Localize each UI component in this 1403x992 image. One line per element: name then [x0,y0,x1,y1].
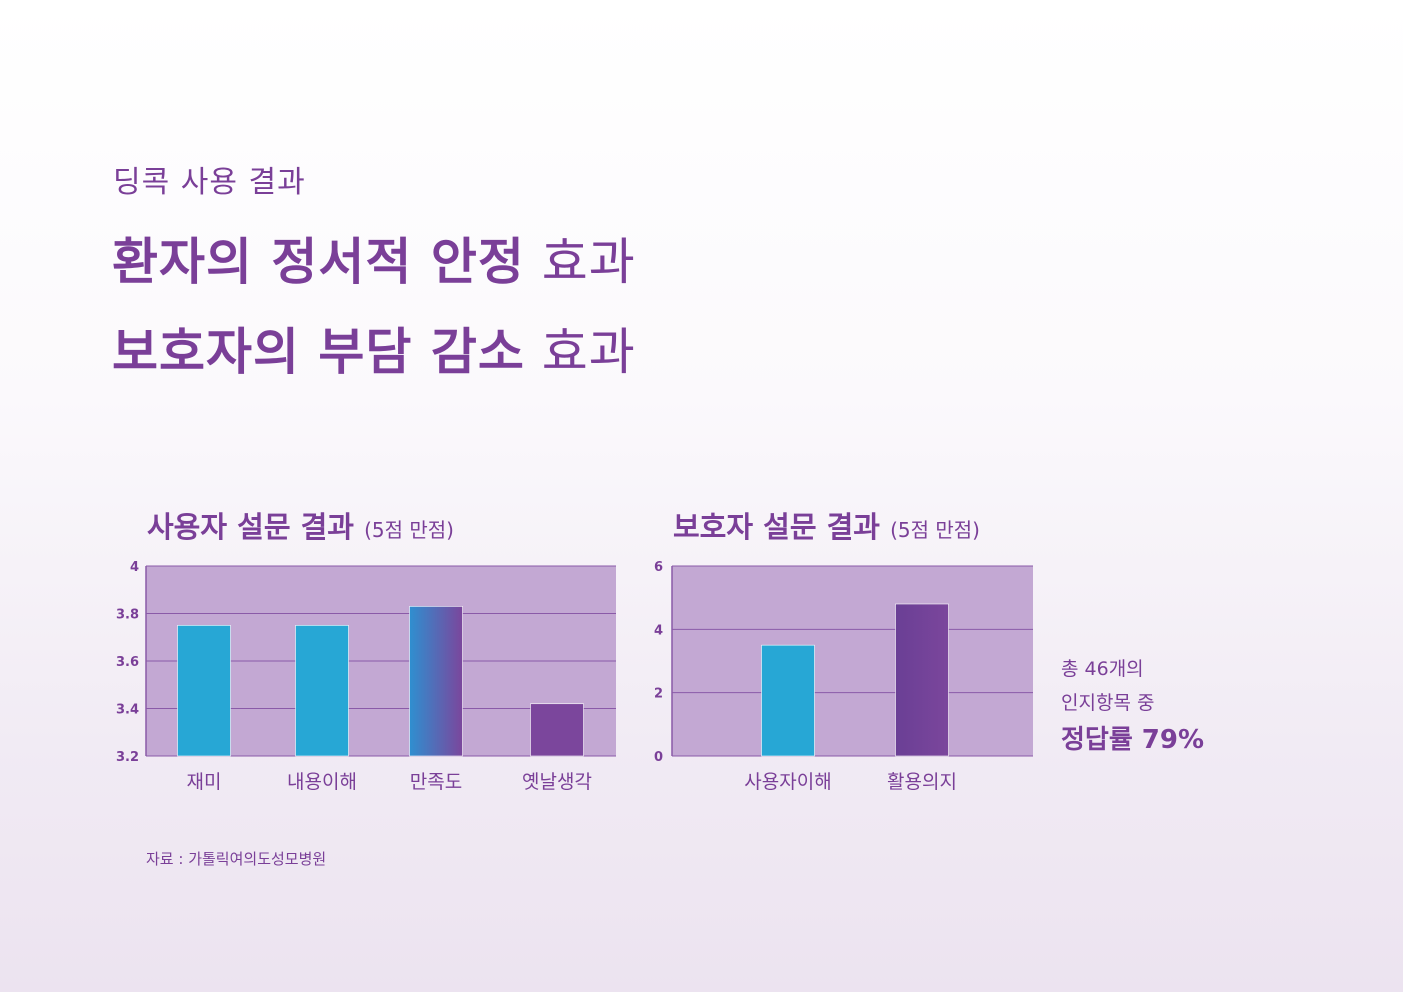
headline-1-bold: 환자의 정서적 안정 [112,233,525,291]
bar-재미 [177,625,231,757]
bar-만족도 [409,606,463,757]
category-label: 사용자이해 [744,771,831,793]
side-note-highlight: 정답률 79% [1061,725,1205,755]
y-tick-label: 3.6 [116,655,139,670]
category-label: 만족도 [410,771,462,793]
headline-2-bold: 보호자의 부담 감소 [112,323,525,381]
category-label: 활용의지 [887,771,957,793]
y-tick-label: 3.8 [116,608,139,623]
user-survey-title-text: 사용자 설문 결과 [147,510,354,544]
y-tick-label: 0 [654,750,663,765]
bar-사용자이해 [761,644,815,757]
guardian-survey-title-text: 보호자 설문 결과 [673,510,880,544]
guardian-survey-subtitle: (5점 만점) [890,518,980,542]
bar-활용의지 [895,603,949,757]
category-label: 재미 [187,771,222,793]
category-label: 옛날생각 [522,771,592,793]
plot-area [672,566,1033,756]
y-tick-label: 4 [654,623,663,638]
y-tick-label: 4 [130,560,139,575]
headline-2-light: 효과 [524,323,636,381]
side-note-line-1: 총 46개의 [1061,658,1144,680]
user-survey-title: 사용자 설문 결과 (5점 만점) [147,504,454,546]
y-tick-label: 3.2 [116,750,139,765]
headline-1-light: 효과 [524,233,636,291]
category-label: 내용이해 [287,771,357,793]
y-tick-label: 6 [654,560,663,575]
eyebrow-text: 딩콕 사용 결과 [113,165,306,200]
side-note-line-2: 인지항목 중 [1061,692,1155,714]
bar-옛날생각 [530,703,584,757]
headline-line-1: 환자의 정서적 안정 효과 [112,222,636,294]
user-survey-subtitle: (5점 만점) [364,518,454,542]
y-tick-label: 2 [654,687,663,702]
y-tick-label: 3.4 [116,703,139,718]
side-note: 총 46개의 인지항목 중 정답률 79% [1061,652,1204,760]
headline-line-2: 보호자의 부담 감소 효과 [112,312,636,384]
guardian-survey-title: 보호자 설문 결과 (5점 만점) [673,504,980,546]
source-caption: 자료 : 가톨릭여의도성모병원 [146,850,327,868]
bar-내용이해 [295,625,349,757]
